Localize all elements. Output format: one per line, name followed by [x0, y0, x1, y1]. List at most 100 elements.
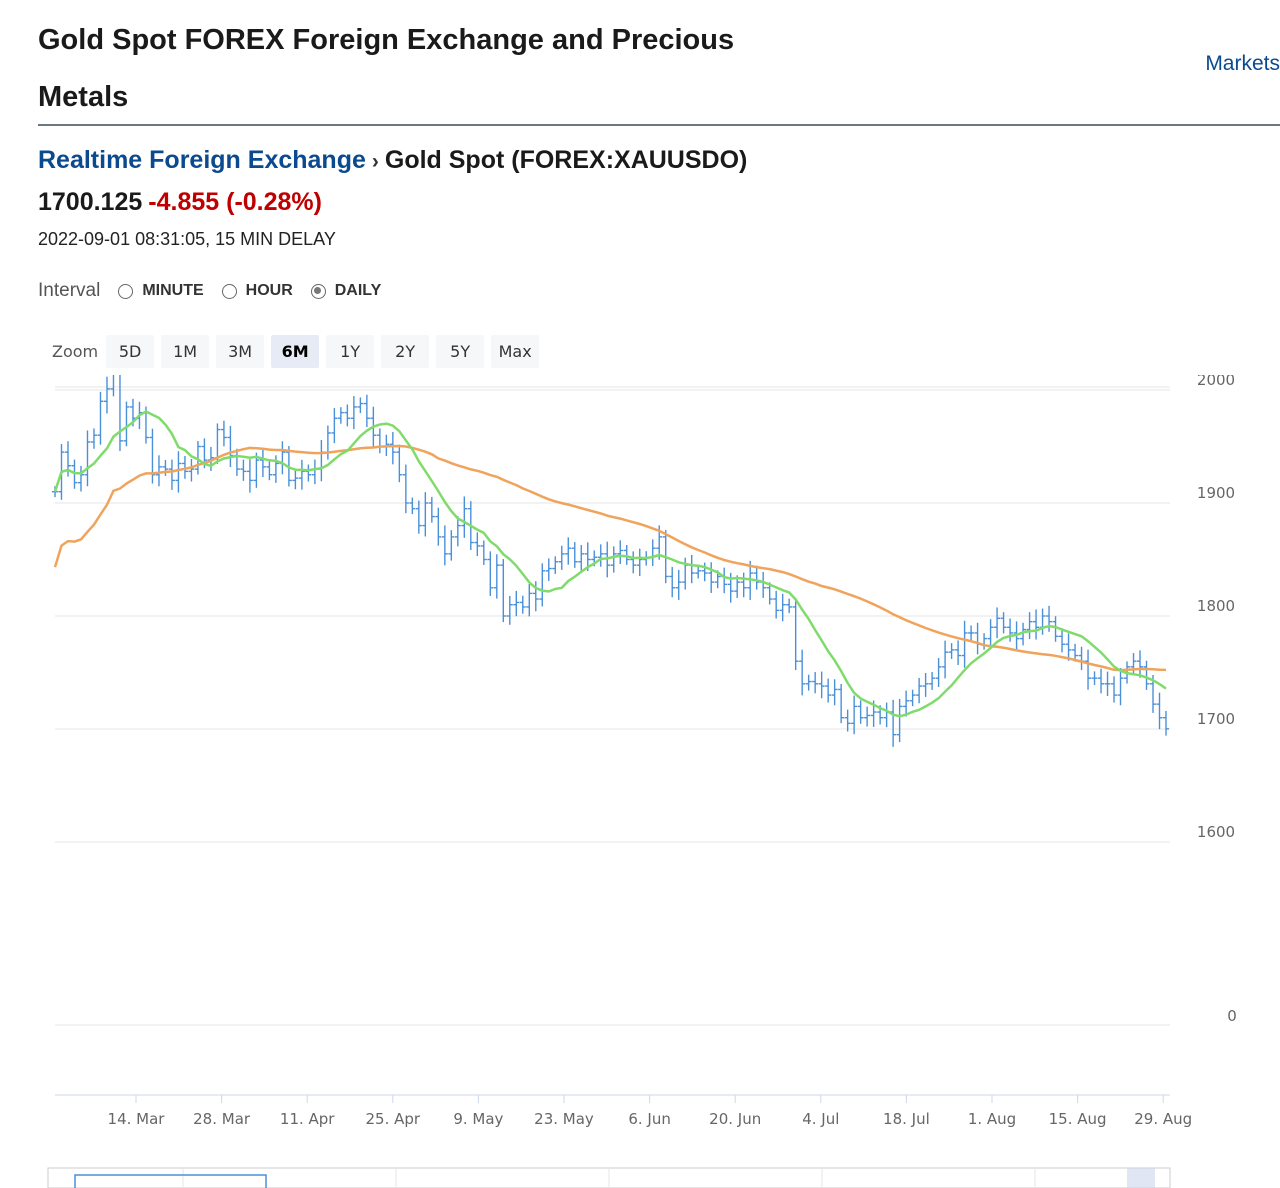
ohlc-bar[interactable]	[155, 455, 162, 487]
ohlc-bar[interactable]	[688, 554, 695, 584]
ohlc-bar[interactable]	[500, 559, 507, 623]
navigator-handle-icon[interactable]	[1127, 1168, 1155, 1188]
ohlc-bar[interactable]	[298, 459, 305, 490]
price-chart[interactable]: 2000 1900 1800 1700 1600 0 14. Mar 28. Mar 11. …	[0, 375, 1280, 1188]
ohlc-bar[interactable]	[883, 702, 890, 728]
ohlc-bar[interactable]	[532, 581, 539, 612]
ohlc-bar[interactable]	[974, 622, 981, 655]
ohlc-bar[interactable]	[760, 571, 767, 598]
ohlc-bar[interactable]	[240, 459, 247, 481]
ohlc-bar[interactable]	[961, 620, 968, 668]
ohlc-bar[interactable]	[318, 439, 325, 482]
ohlc-bar[interactable]	[376, 428, 383, 454]
ohlc-bar[interactable]	[311, 459, 318, 485]
ohlc-bar[interactable]	[1104, 671, 1111, 697]
ohlc-bar[interactable]	[441, 525, 448, 566]
ohlc-bar[interactable]	[545, 558, 552, 581]
zoom-button-1y[interactable]: 1Y	[326, 335, 375, 368]
ohlc-bar[interactable]	[331, 408, 338, 444]
ohlc-bar[interactable]	[435, 507, 442, 546]
navigator[interactable]	[47, 1167, 1171, 1188]
ohlc-bar[interactable]	[220, 420, 227, 447]
ohlc-bar[interactable]	[1078, 646, 1085, 671]
ohlc-bar[interactable]	[292, 469, 299, 490]
radio-icon[interactable]	[221, 283, 237, 299]
ohlc-bar[interactable]	[753, 565, 760, 590]
ohlc-bar[interactable]	[253, 452, 260, 488]
ohlc-bar[interactable]	[610, 546, 617, 573]
ohlc-bar[interactable]	[1072, 643, 1079, 662]
ohlc-bar[interactable]	[90, 428, 97, 449]
ohlc-bar[interactable]	[617, 540, 624, 565]
ohlc-bar[interactable]	[558, 545, 565, 570]
ohlc-bar[interactable]	[779, 593, 786, 622]
breadcrumb-link-realtime-fx[interactable]: Realtime Foreign Exchange	[38, 146, 366, 174]
ohlc-bar[interactable]	[695, 565, 702, 579]
ohlc-bar[interactable]	[773, 590, 780, 619]
ohlc-bar[interactable]	[792, 598, 799, 671]
ohlc-bar[interactable]	[1137, 650, 1144, 678]
ohlc-bar[interactable]	[162, 460, 169, 476]
zoom-button-2y[interactable]: 2Y	[381, 335, 430, 368]
ohlc-bar[interactable]	[519, 595, 526, 614]
ohlc-bar[interactable]	[708, 562, 715, 593]
ohlc-bar[interactable]	[110, 375, 116, 397]
ohlc-bar[interactable]	[422, 492, 429, 537]
ohlc-bar[interactable]	[1143, 660, 1150, 690]
ohlc-bar[interactable]	[175, 451, 182, 493]
zoom-button-3m[interactable]: 3M	[216, 335, 265, 368]
ohlc-bar[interactable]	[623, 545, 630, 565]
ohlc-bar[interactable]	[987, 619, 994, 647]
ohlc-bar[interactable]	[721, 567, 728, 594]
ohlc-bar[interactable]	[480, 540, 487, 565]
ohlc-bar[interactable]	[1156, 692, 1163, 730]
ohlc-bar[interactable]	[942, 640, 949, 679]
radio-checked-icon[interactable]	[310, 283, 326, 299]
ohlc-bar[interactable]	[194, 441, 201, 475]
ohlc-bar[interactable]	[246, 459, 253, 493]
ohlc-bar[interactable]	[909, 689, 916, 707]
ohlc-bar[interactable]	[448, 530, 455, 561]
ohlc-bar[interactable]	[402, 464, 409, 514]
ohlc-bar[interactable]	[1026, 612, 1033, 640]
ohlc-bar[interactable]	[1065, 633, 1072, 661]
ohlc-bar[interactable]	[935, 658, 942, 687]
ohlc-bar[interactable]	[1117, 667, 1124, 706]
ohlc-bar[interactable]	[1059, 628, 1066, 653]
ohlc-bar[interactable]	[428, 496, 435, 523]
zoom-button-5y[interactable]: 5Y	[436, 335, 485, 368]
ohlc-bar[interactable]	[1052, 616, 1059, 642]
ohlc-bar[interactable]	[844, 709, 851, 732]
ohlc-bar[interactable]	[389, 432, 396, 465]
ohlc-bar[interactable]	[825, 678, 832, 703]
ohlc-bar[interactable]	[552, 556, 559, 574]
ohlc-bar[interactable]	[117, 375, 123, 452]
ohlc-bar[interactable]	[851, 695, 858, 735]
ohlc-bar[interactable]	[1020, 622, 1027, 646]
zoom-button-max[interactable]: Max	[491, 335, 540, 368]
ohlc-bar[interactable]	[799, 649, 806, 696]
ohlc-bar[interactable]	[415, 500, 422, 534]
ohlc-bar[interactable]	[350, 396, 357, 430]
ohlc-bar[interactable]	[981, 633, 988, 650]
ohlc-bar[interactable]	[506, 595, 513, 625]
ohlc-bar[interactable]	[994, 607, 1001, 639]
ohlc-bar[interactable]	[1000, 612, 1007, 634]
ohlc-bar[interactable]	[838, 684, 845, 724]
interval-option-daily[interactable]: DAILY	[310, 282, 381, 300]
ohlc-bar[interactable]	[344, 404, 351, 427]
ohlc-bar[interactable]	[805, 674, 812, 691]
ohlc-bar[interactable]	[1046, 605, 1053, 632]
ohlc-bar[interactable]	[857, 700, 864, 724]
ohlc-bar[interactable]	[565, 537, 572, 565]
ohlc-bar[interactable]	[766, 582, 773, 605]
ohlc-bar[interactable]	[597, 544, 604, 567]
ohlc-bar[interactable]	[896, 698, 903, 743]
ohlc-bar[interactable]	[227, 425, 234, 468]
ohlc-bar[interactable]	[1111, 676, 1118, 703]
ohlc-bar[interactable]	[929, 672, 936, 690]
ohlc-bar[interactable]	[324, 425, 331, 460]
ohlc-bar[interactable]	[955, 640, 962, 666]
ohlc-bar[interactable]	[188, 458, 195, 482]
interval-option-minute[interactable]: MINUTE	[118, 282, 204, 300]
